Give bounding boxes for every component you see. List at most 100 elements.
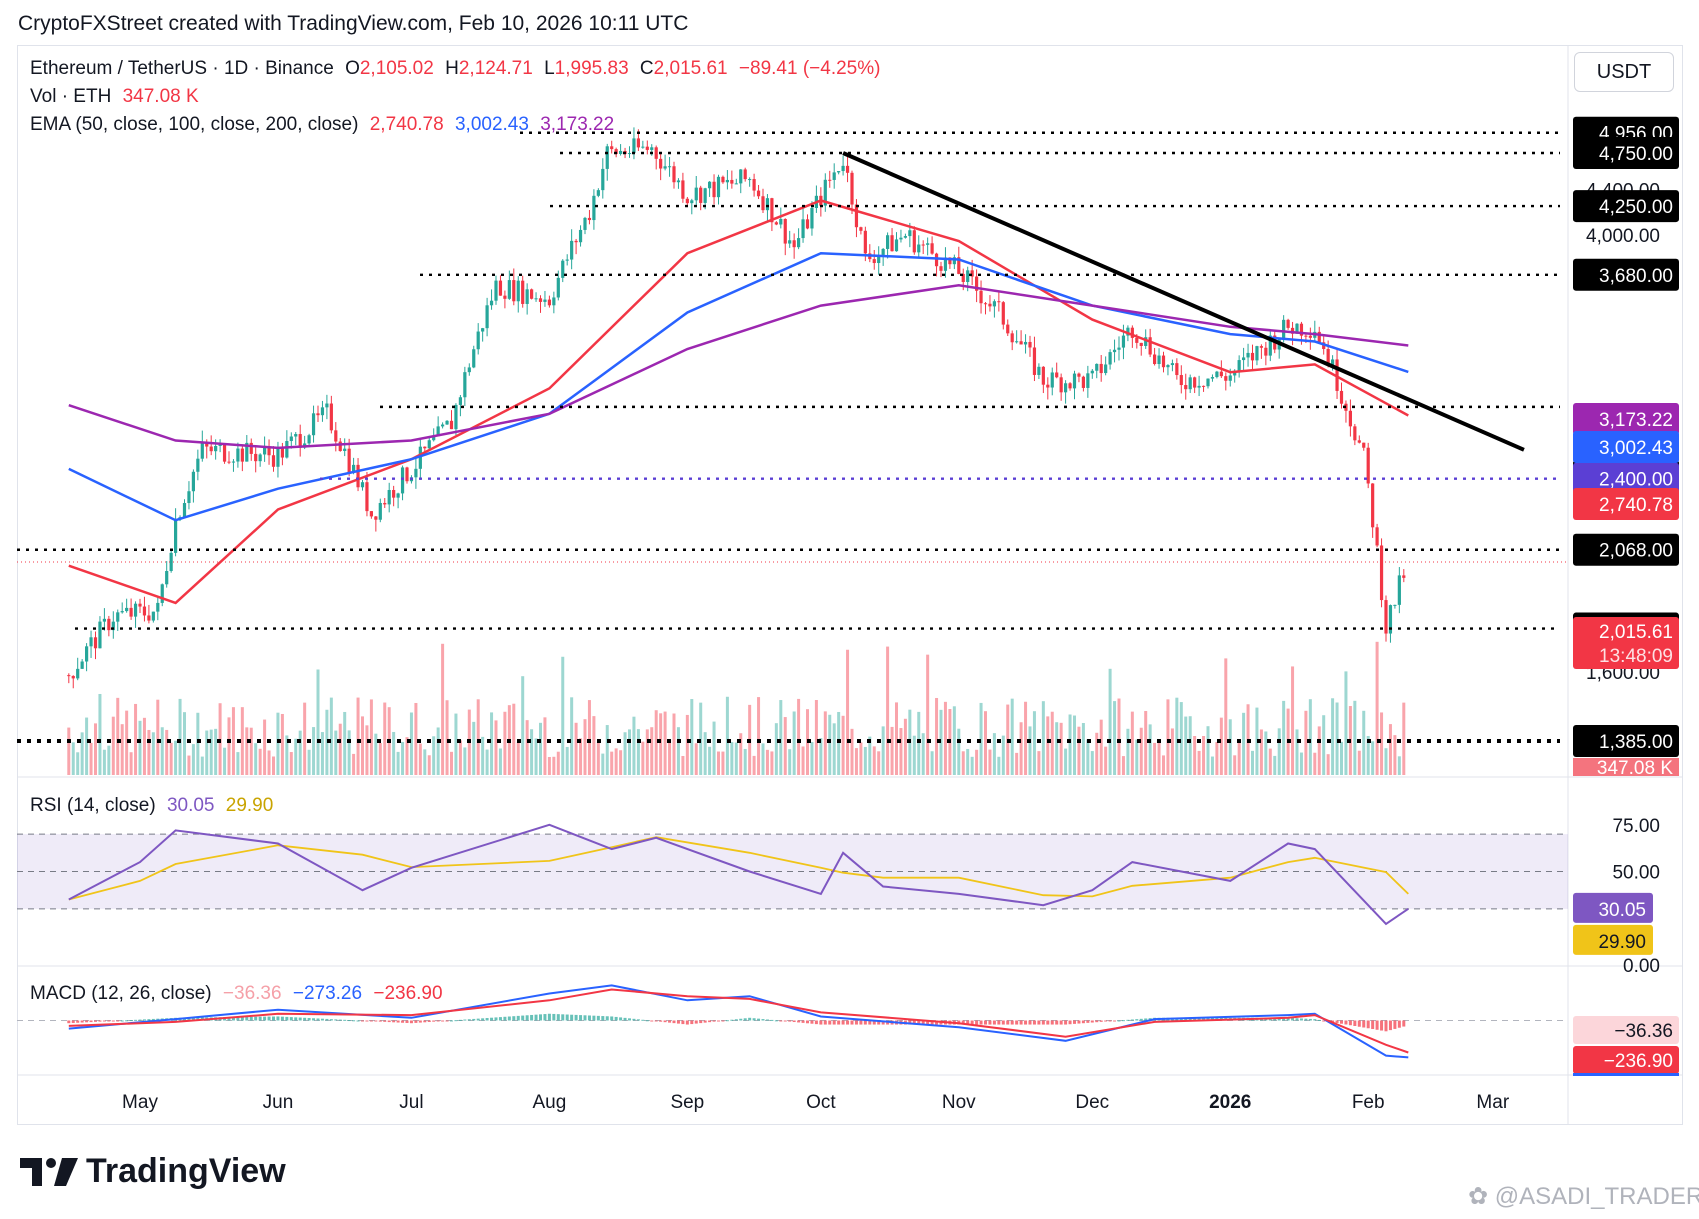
candle-body [614, 149, 618, 154]
rsi-tick: 0.00 [1623, 956, 1660, 977]
volume-bar [1353, 700, 1357, 775]
macd-hist-bar [414, 1020, 418, 1023]
candle-body [725, 179, 729, 183]
volume-bar [125, 710, 129, 775]
macd-hist-bar [1108, 1020, 1112, 1022]
candle-body [307, 435, 311, 444]
macd-hist-bar [543, 1014, 547, 1021]
macd-hist-bar [819, 1020, 823, 1025]
macd-hist-bar [409, 1020, 413, 1024]
candle-body [1259, 346, 1263, 348]
volume-bar [418, 743, 422, 775]
candle-body [254, 453, 258, 462]
macd-hist-bar [1362, 1020, 1366, 1028]
macd-hist-bar [236, 1016, 240, 1021]
macd-hist-bar [1006, 1020, 1010, 1025]
volume-bar [721, 751, 725, 775]
volume-bar [338, 723, 342, 775]
volume-bar [303, 702, 307, 775]
candle-body [1286, 319, 1290, 328]
candle-body [1028, 341, 1032, 348]
candle-body [1193, 377, 1197, 388]
macd-hist-bar [134, 1019, 138, 1021]
candle-body [837, 171, 841, 173]
volume-bar [1139, 727, 1143, 775]
candle-body [797, 238, 801, 248]
candle-body [227, 461, 231, 463]
volume-bar [1366, 735, 1370, 775]
level-badge: 1,385.00 [1599, 732, 1673, 753]
volume-bar [1295, 729, 1299, 775]
volume-bar [1219, 717, 1223, 775]
macd-hist-bar [102, 1020, 106, 1022]
volume-bar [1371, 741, 1375, 775]
tradingview-logo[interactable]: TradingView [20, 1152, 286, 1191]
candle-body [788, 240, 792, 244]
candle-body [739, 169, 743, 184]
candle-body [249, 442, 253, 454]
macd-hist-bar [289, 1017, 293, 1021]
volume-bar [668, 739, 672, 775]
candle-body [93, 637, 98, 649]
volume-bar [1001, 735, 1005, 775]
macd-hist-bar [623, 1017, 627, 1021]
volume-bar [320, 732, 324, 775]
volume-bar [1153, 742, 1157, 775]
volume-bar [966, 748, 970, 775]
candle-body [1064, 383, 1068, 393]
candle-body [325, 403, 329, 408]
volume-bar [258, 748, 262, 775]
macd-hist-bar [325, 1018, 329, 1021]
watermark: ✿ @ASADI_TRADER [1468, 1183, 1699, 1210]
macd-hist-bar [699, 1020, 703, 1024]
volume-bar [650, 727, 654, 775]
volume-bar [436, 727, 440, 775]
macd-hist-bar [1193, 1017, 1197, 1021]
volume-bar [984, 711, 987, 775]
candle-body [129, 607, 133, 617]
volume-bar [316, 669, 320, 775]
candle-body [530, 289, 534, 299]
macd-hist-bar [191, 1017, 195, 1021]
ema100-badge: 3,002.43 [1599, 438, 1673, 459]
volume-bar [859, 742, 863, 775]
volume-bar [917, 711, 921, 775]
volume-bar [1215, 742, 1219, 775]
candle-body [547, 299, 551, 306]
volume-bar [1117, 698, 1121, 775]
macd-hist-bar [984, 1020, 987, 1025]
macd-hist-bar [347, 1020, 351, 1022]
candle-body [80, 661, 84, 669]
close-value: C2,015.61 [639, 58, 728, 79]
volume-bar [610, 751, 614, 775]
candle-body [1148, 337, 1152, 355]
volume-bar [730, 742, 734, 775]
candle-body [823, 179, 827, 206]
volume-bar [757, 697, 761, 775]
candle-body [263, 447, 267, 455]
candle-body [369, 511, 373, 517]
candle-body [1299, 323, 1304, 336]
volume-bar [209, 729, 213, 775]
macd-hist-bar [1188, 1017, 1192, 1021]
time-tick: 2026 [1209, 1092, 1251, 1113]
candle-body [476, 331, 480, 350]
macd-hist-bar [1037, 1020, 1041, 1025]
volume-bar [280, 713, 284, 775]
macd-line-badge [1573, 1073, 1679, 1076]
macd-hist-bar [859, 1020, 863, 1025]
candle-body [392, 489, 396, 498]
candle-body [1112, 349, 1117, 353]
volume-bar [85, 717, 89, 775]
symbol-label[interactable]: Ethereum / TetherUS · 1D · Binance [30, 58, 334, 79]
macd-hist-bar [490, 1017, 494, 1021]
candle-body [214, 446, 218, 452]
candle-body [320, 407, 325, 416]
watermark-icon: ✿ [1468, 1183, 1495, 1210]
candle-body [1197, 385, 1201, 388]
volume-bar [850, 728, 854, 775]
volume-bar [690, 699, 694, 775]
volume-bar [957, 728, 961, 775]
currency-selector[interactable]: USDT [1574, 52, 1674, 92]
